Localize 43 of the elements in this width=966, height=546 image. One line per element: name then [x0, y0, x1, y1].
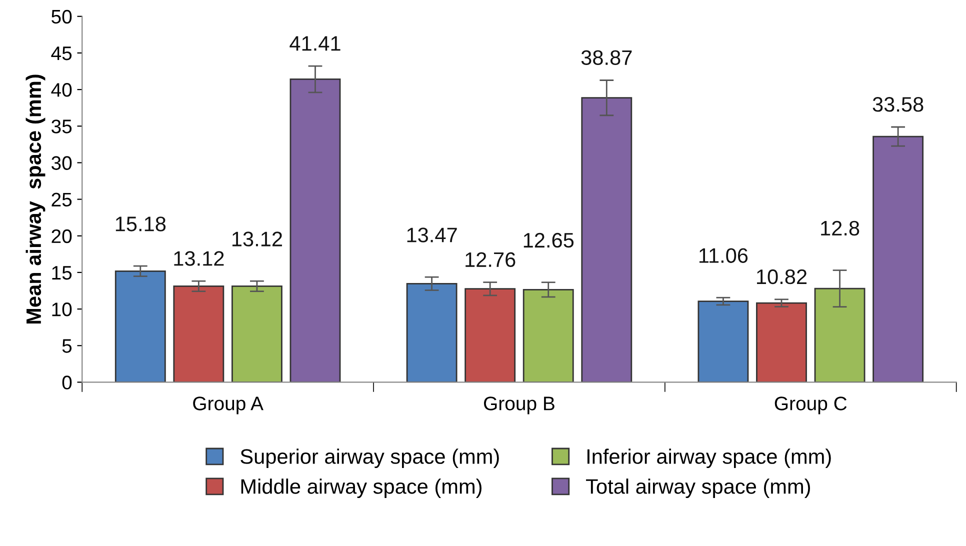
data-label: 12.76	[466, 252, 516, 268]
data-label: 41.41	[290, 36, 340, 51]
data-label: 38.87	[581, 50, 632, 66]
y-tick-label: 25	[52, 192, 72, 207]
x-tick-label: Group B	[484, 396, 554, 414]
bar	[406, 282, 458, 382]
y-axis-title: Mean airway space (mm)	[26, 74, 46, 324]
bar	[173, 286, 224, 382]
bar	[581, 97, 632, 382]
legend-label: Superior airway space (mm)	[240, 448, 499, 468]
bar	[698, 300, 749, 382]
y-tick-label: 35	[52, 120, 72, 134]
bar	[522, 288, 574, 382]
data-label: 12.8	[821, 220, 860, 236]
data-label: 33.58	[872, 97, 924, 112]
y-tick-label: 40	[51, 83, 72, 97]
data-label: 10.82	[757, 269, 807, 284]
data-label: 12.65	[524, 232, 574, 248]
x-tick-label: Group C	[774, 396, 847, 414]
data-label: 13.47	[407, 228, 457, 242]
bar	[872, 136, 924, 382]
data-label: 15.18	[116, 216, 166, 232]
bar	[114, 270, 166, 382]
bar	[290, 78, 341, 382]
legend-label: Middle airway space (mm)	[241, 478, 482, 498]
y-tick-label: 5	[62, 339, 72, 353]
bar	[756, 302, 807, 382]
y-tick-label: 45	[51, 46, 72, 60]
y-tick-label: 0	[62, 376, 72, 390]
bar	[814, 288, 866, 382]
y-tick-label: 15	[52, 266, 72, 280]
y-tick-label: 30	[52, 156, 72, 170]
y-tick-label: 20	[52, 229, 72, 244]
y-tick-label: 10	[52, 302, 72, 316]
bar	[231, 286, 282, 382]
data-label: 13.12	[232, 232, 282, 246]
legend-label: Total airway space (mm)	[586, 478, 810, 498]
bar	[464, 288, 516, 382]
data-label: 11.06	[700, 248, 748, 263]
y-tick-label: 50	[52, 10, 72, 24]
legend-label: Inferior airway space (mm)	[587, 448, 831, 468]
data-label: 13.12	[174, 251, 224, 266]
x-tick-label: Group A	[193, 396, 264, 414]
